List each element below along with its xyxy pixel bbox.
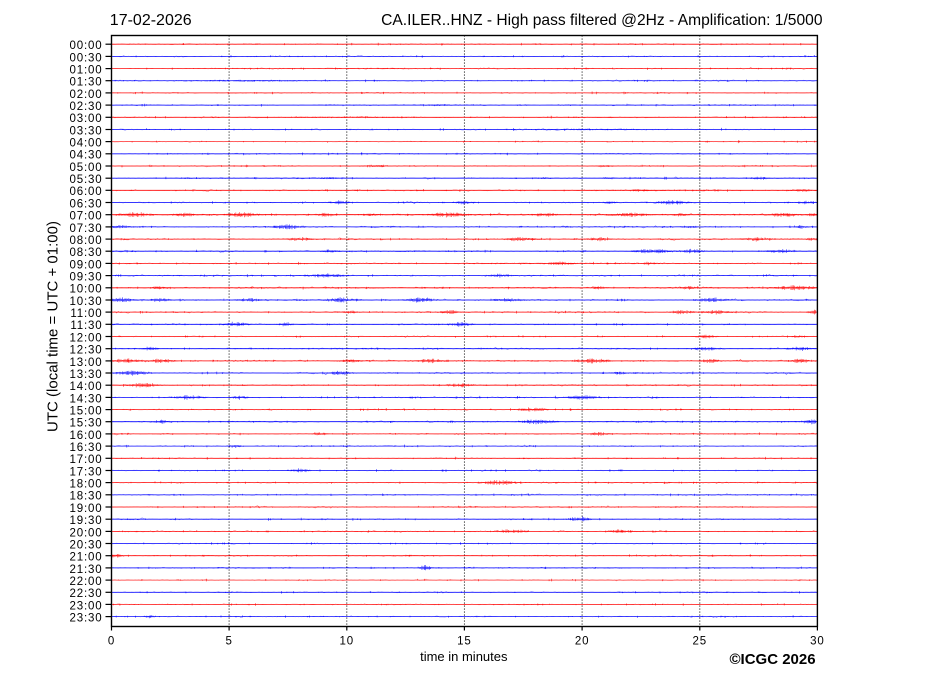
- svg-text:22:30: 22:30: [69, 588, 102, 600]
- svg-text:08:30: 08:30: [69, 247, 102, 259]
- svg-text:01:00: 01:00: [69, 65, 102, 77]
- svg-text:00:00: 00:00: [69, 40, 102, 52]
- svg-text:25: 25: [693, 636, 708, 648]
- svg-text:05:00: 05:00: [69, 162, 102, 174]
- svg-text:17-02-2026: 17-02-2026: [110, 12, 192, 29]
- svg-text:13:30: 13:30: [69, 369, 102, 381]
- svg-text:10: 10: [340, 636, 355, 648]
- svg-text:18:00: 18:00: [69, 479, 102, 491]
- svg-text:15:00: 15:00: [69, 406, 102, 418]
- svg-text:21:00: 21:00: [69, 552, 102, 564]
- svg-text:23:30: 23:30: [69, 613, 102, 625]
- svg-text:18:30: 18:30: [69, 491, 102, 503]
- svg-text:©ICGC 2026: ©ICGC 2026: [730, 651, 816, 668]
- svg-text:16:00: 16:00: [69, 430, 102, 442]
- svg-text:CA.ILER..HNZ - High pass filte: CA.ILER..HNZ - High pass filtered @2Hz -…: [381, 12, 823, 29]
- svg-text:14:00: 14:00: [69, 381, 102, 393]
- svg-text:11:00: 11:00: [70, 308, 102, 320]
- svg-text:05:30: 05:30: [69, 174, 102, 186]
- svg-text:19:30: 19:30: [69, 515, 102, 527]
- svg-text:20:00: 20:00: [69, 527, 102, 539]
- svg-text:15:30: 15:30: [69, 418, 102, 430]
- svg-text:22:00: 22:00: [69, 576, 102, 588]
- svg-text:09:00: 09:00: [69, 259, 102, 271]
- svg-text:17:30: 17:30: [69, 466, 102, 478]
- svg-text:03:30: 03:30: [69, 125, 102, 137]
- svg-text:0: 0: [108, 636, 115, 648]
- svg-text:06:30: 06:30: [69, 198, 102, 210]
- svg-text:00:30: 00:30: [69, 52, 102, 64]
- svg-text:16:30: 16:30: [69, 442, 102, 454]
- svg-text:15: 15: [457, 636, 472, 648]
- svg-text:04:00: 04:00: [69, 138, 102, 150]
- svg-text:12:00: 12:00: [69, 332, 102, 344]
- svg-text:10:30: 10:30: [69, 296, 102, 308]
- svg-text:UTC (local time = UTC + 01:00): UTC (local time = UTC + 01:00): [45, 221, 62, 432]
- svg-text:01:30: 01:30: [69, 77, 102, 89]
- svg-text:30: 30: [810, 636, 825, 648]
- svg-text:03:00: 03:00: [69, 113, 102, 125]
- svg-text:04:30: 04:30: [69, 150, 102, 162]
- svg-text:08:00: 08:00: [69, 235, 102, 247]
- svg-text:11:30: 11:30: [70, 320, 102, 332]
- svg-text:14:30: 14:30: [69, 393, 102, 405]
- svg-text:20: 20: [575, 636, 590, 648]
- svg-text:12:30: 12:30: [69, 345, 102, 357]
- svg-text:21:30: 21:30: [69, 564, 102, 576]
- svg-text:02:30: 02:30: [69, 101, 102, 113]
- svg-text:09:30: 09:30: [69, 272, 102, 284]
- svg-text:10:00: 10:00: [69, 284, 102, 296]
- svg-text:02:00: 02:00: [69, 89, 102, 101]
- svg-text:06:00: 06:00: [69, 186, 102, 198]
- svg-text:13:00: 13:00: [69, 357, 102, 369]
- svg-text:20:30: 20:30: [69, 539, 102, 551]
- svg-text:time in minutes: time in minutes: [420, 649, 508, 664]
- svg-text:07:00: 07:00: [69, 211, 102, 223]
- svg-text:23:00: 23:00: [69, 600, 102, 612]
- svg-text:5: 5: [225, 636, 232, 648]
- svg-text:07:30: 07:30: [69, 223, 102, 235]
- svg-text:17:00: 17:00: [69, 454, 102, 466]
- svg-text:19:00: 19:00: [69, 503, 102, 515]
